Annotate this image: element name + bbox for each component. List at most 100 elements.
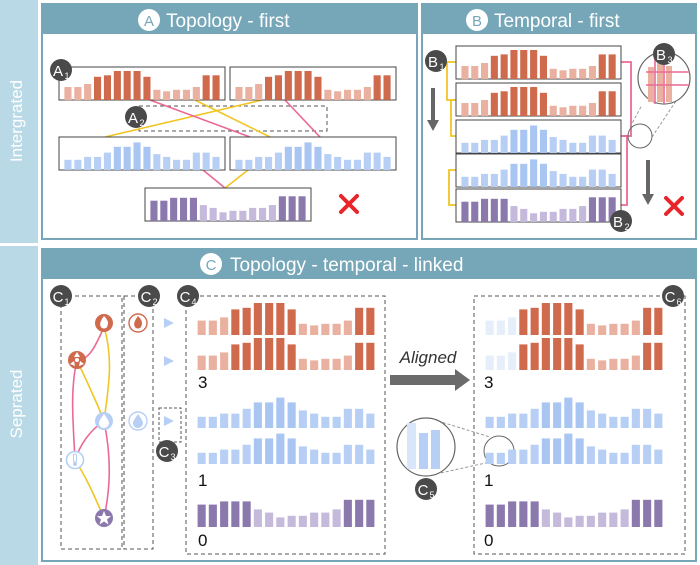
- bar: [231, 344, 240, 370]
- c6-group-count-1: 3: [484, 373, 493, 392]
- bar: [620, 416, 629, 428]
- bar: [355, 444, 364, 464]
- panel-b-badge-circle: [466, 9, 488, 31]
- panel-a-badge-circle: [138, 9, 160, 31]
- b-down-arrow-left: [427, 88, 439, 131]
- bar: [324, 154, 332, 171]
- bar: [519, 449, 528, 464]
- b3-zoom-line-2: [651, 97, 679, 138]
- c2-water-drop-icon: [128, 411, 148, 431]
- bar: [471, 66, 479, 80]
- bar: [588, 66, 596, 80]
- sparkline-charts: [58, 45, 663, 527]
- bar: [253, 303, 262, 335]
- panel-b-badge-letter: B: [472, 13, 482, 30]
- bar: [485, 504, 494, 527]
- bar: [220, 352, 229, 370]
- bar: [160, 200, 168, 221]
- c-arrowhead-2: [164, 356, 174, 366]
- bar: [559, 139, 567, 153]
- bar: [569, 105, 577, 116]
- bar: [265, 402, 274, 428]
- b3-zoom-detail: [646, 54, 690, 104]
- bar: [496, 504, 505, 527]
- bar: [304, 142, 312, 170]
- bar: [220, 413, 229, 428]
- c1-dashed-box: [60, 295, 123, 550]
- bar: [500, 135, 508, 153]
- b-chart-orange-2: [455, 82, 622, 117]
- bar: [310, 512, 319, 527]
- bar: [143, 76, 151, 100]
- bar: [355, 342, 364, 370]
- bar: [530, 307, 539, 335]
- bar: [220, 317, 229, 335]
- bar: [265, 156, 273, 170]
- bar: [199, 205, 207, 222]
- bar: [575, 402, 584, 428]
- bar: [643, 499, 652, 527]
- bar: [153, 89, 161, 100]
- bar: [575, 515, 584, 527]
- bar: [508, 501, 517, 527]
- marker-b1: B 1: [425, 50, 447, 72]
- bar: [276, 517, 285, 527]
- bar: [530, 159, 538, 187]
- bar: [586, 358, 595, 370]
- c4-chart-orange-2: [197, 338, 375, 370]
- bar: [180, 197, 188, 221]
- bar: [530, 87, 538, 116]
- bar: [103, 152, 111, 170]
- c6-group-count-3: 0: [484, 531, 493, 550]
- bar: [229, 210, 237, 221]
- bar: [276, 338, 285, 370]
- bar: [643, 342, 652, 370]
- radiation-node-icon: [68, 351, 86, 369]
- bar: [598, 197, 606, 222]
- bar: [278, 196, 286, 221]
- bar: [549, 137, 557, 154]
- bar: [643, 307, 652, 335]
- bar: [284, 71, 292, 100]
- bar: [564, 338, 573, 370]
- bar: [209, 207, 217, 221]
- bar: [310, 325, 319, 335]
- bar: [353, 89, 361, 100]
- bar: [220, 449, 229, 464]
- bar: [245, 87, 253, 101]
- bar: [343, 320, 352, 335]
- panel-c-badge-letter: C: [206, 257, 217, 274]
- bar: [510, 129, 518, 153]
- marker-b2: B 2: [610, 210, 632, 232]
- bar: [268, 205, 276, 222]
- bar: [170, 197, 178, 221]
- bar: [287, 309, 296, 335]
- bar: [569, 176, 577, 187]
- bar: [481, 100, 489, 116]
- bar: [163, 91, 171, 100]
- bar: [314, 76, 322, 100]
- bar: [265, 303, 274, 335]
- c4-group-count-3: 0: [198, 531, 207, 550]
- row-label-integrated-bg: [0, 0, 38, 243]
- bar: [113, 146, 121, 170]
- bar: [481, 139, 489, 153]
- bar: [212, 75, 220, 100]
- bar: [334, 156, 342, 170]
- bar: [481, 173, 489, 187]
- bar: [559, 70, 567, 79]
- bar: [208, 320, 217, 335]
- bar: [182, 159, 190, 170]
- bar: [519, 309, 528, 335]
- bar: [343, 499, 352, 527]
- svg-text:C: C: [665, 289, 676, 306]
- row-label-separated-bg: [0, 246, 38, 565]
- bar: [559, 208, 567, 222]
- bar: [530, 213, 538, 222]
- bar: [471, 142, 479, 153]
- bar: [74, 159, 82, 170]
- bar: [153, 154, 161, 171]
- bar: [608, 173, 616, 187]
- c4-chart-purple: [197, 499, 375, 527]
- bar: [609, 323, 618, 335]
